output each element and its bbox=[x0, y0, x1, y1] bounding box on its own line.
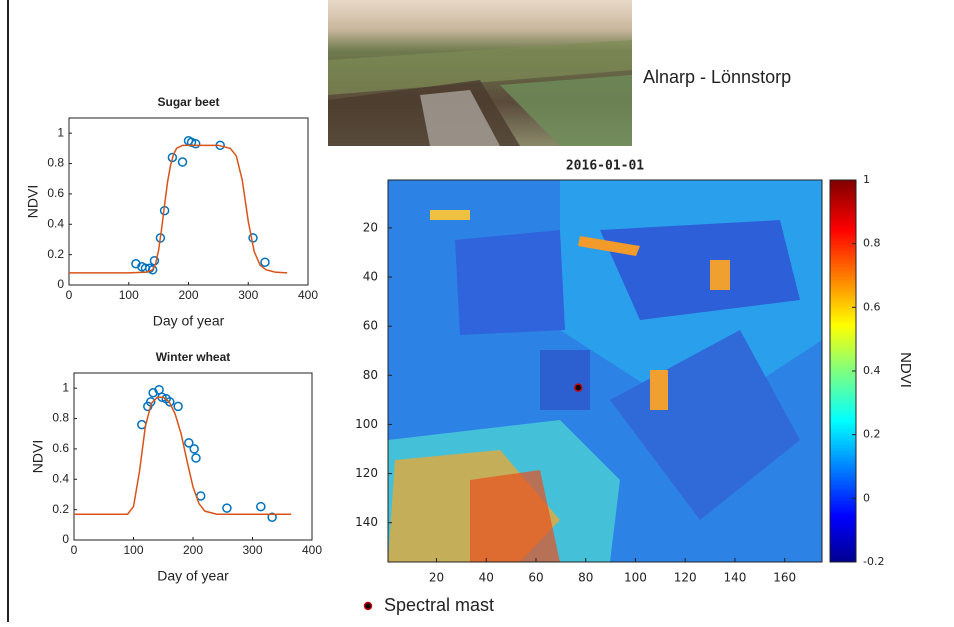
y-axis-label: NDVI bbox=[25, 185, 41, 218]
x-axis-label: Day of year bbox=[157, 568, 229, 584]
x-tick-label: 20 bbox=[429, 571, 444, 585]
y-tick-label: 60 bbox=[363, 319, 378, 333]
y-tick-label: 0.2 bbox=[47, 247, 64, 261]
fit-line bbox=[74, 397, 291, 514]
colorbar-tick-label: 0.8 bbox=[863, 237, 881, 250]
x-tick-label: 120 bbox=[674, 571, 697, 585]
y-tick-label: 1 bbox=[57, 125, 64, 139]
x-axis-label: Day of year bbox=[153, 313, 225, 329]
chart-title: 2016-01-01 bbox=[566, 159, 644, 174]
y-tick-label: 0.4 bbox=[52, 471, 69, 485]
y-tick-label: 0.8 bbox=[52, 411, 69, 425]
y-tick-label: 0 bbox=[62, 532, 69, 546]
colorbar-tick-label: -0.2 bbox=[863, 555, 884, 568]
y-axis-label: NDVI bbox=[30, 440, 46, 473]
data-point bbox=[257, 503, 265, 511]
x-tick-label: 200 bbox=[178, 288, 198, 302]
data-point bbox=[223, 504, 231, 512]
x-tick-label: 200 bbox=[183, 543, 203, 557]
colorbar-tick-label: 0.6 bbox=[863, 300, 881, 313]
y-tick-label: 100 bbox=[355, 417, 378, 431]
x-tick-label: 80 bbox=[578, 571, 593, 585]
data-point bbox=[179, 158, 187, 166]
colorbar-tick-label: 0 bbox=[863, 491, 870, 504]
photo-caption: Alnarp - Lönnstorp bbox=[643, 67, 791, 87]
x-tick-label: 400 bbox=[298, 288, 318, 302]
y-tick-label: 0.2 bbox=[52, 502, 69, 516]
x-tick-label: 300 bbox=[238, 288, 258, 302]
y-tick-label: 40 bbox=[363, 270, 378, 284]
plot-area bbox=[69, 118, 308, 285]
y-tick-label: 120 bbox=[355, 466, 378, 480]
x-tick-label: 300 bbox=[242, 543, 262, 557]
x-tick-label: 140 bbox=[723, 571, 746, 585]
chart-title: Sugar beet bbox=[157, 95, 219, 109]
x-tick-label: 100 bbox=[624, 571, 647, 585]
x-tick-label: 0 bbox=[66, 288, 73, 302]
photo bbox=[328, 0, 632, 146]
x-tick-label: 100 bbox=[119, 288, 139, 302]
y-tick-label: 20 bbox=[363, 220, 378, 234]
data-point bbox=[174, 402, 182, 410]
colorbar-tick-label: 1 bbox=[863, 173, 870, 186]
y-tick-label: 0.6 bbox=[47, 186, 64, 200]
data-point bbox=[190, 445, 198, 453]
x-tick-label: 40 bbox=[479, 571, 494, 585]
chart-title: Winter wheat bbox=[156, 350, 231, 364]
fit-line bbox=[69, 145, 287, 273]
y-tick-label: 0.4 bbox=[47, 216, 64, 230]
data-point bbox=[261, 258, 269, 266]
x-tick-label: 160 bbox=[773, 571, 796, 585]
colorbar-tick-label: 0.2 bbox=[863, 428, 881, 441]
y-tick-label: 0.8 bbox=[47, 156, 64, 170]
y-tick-label: 1 bbox=[62, 380, 69, 394]
y-tick-label: 0.6 bbox=[52, 441, 69, 455]
x-tick-label: 400 bbox=[302, 543, 322, 557]
legend-marker bbox=[365, 603, 372, 610]
y-tick-label: 140 bbox=[355, 515, 378, 529]
y-tick-label: 0 bbox=[57, 277, 64, 291]
colorbar-tick-label: 0.4 bbox=[863, 364, 881, 377]
data-point bbox=[192, 454, 200, 462]
x-tick-label: 100 bbox=[123, 543, 143, 557]
mast-marker bbox=[575, 384, 582, 391]
legend-label: Spectral mast bbox=[384, 595, 494, 615]
x-tick-label: 0 bbox=[71, 543, 78, 557]
x-tick-label: 60 bbox=[528, 571, 543, 585]
heatmap-image bbox=[388, 180, 822, 562]
y-tick-label: 80 bbox=[363, 368, 378, 382]
colorbar-label: NDVI bbox=[897, 352, 914, 388]
slide: Alnarp - Lönnstorp 010020030040000.20.40… bbox=[0, 0, 954, 622]
